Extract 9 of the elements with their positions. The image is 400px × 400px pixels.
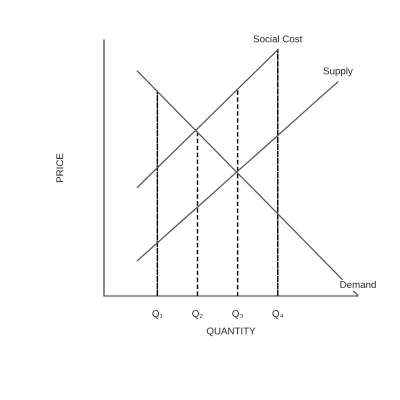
x-tick-label: Q₃: [232, 310, 243, 319]
x-tick-label: Q₁: [152, 310, 163, 319]
series-label: Social Cost: [254, 35, 302, 42]
y-axis-title: PRICE: [56, 154, 64, 182]
series-label: Demand: [340, 280, 376, 288]
series-label: Supply: [324, 67, 353, 76]
x-tick-label: Q₄: [272, 310, 284, 319]
x-tick-label: Q₂: [192, 310, 203, 319]
x-axis-title: QUANTITY: [206, 328, 256, 336]
